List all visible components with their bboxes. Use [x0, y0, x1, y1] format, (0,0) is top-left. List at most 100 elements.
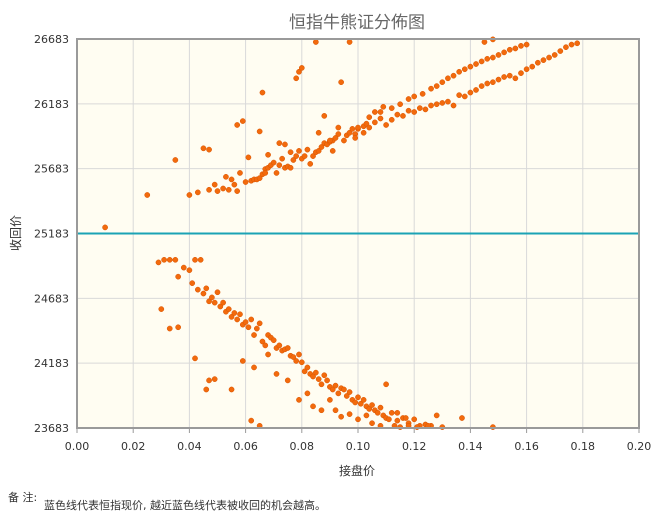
data-point [363, 412, 370, 419]
data-point [529, 63, 536, 70]
x-tick-label: 0.06 [233, 440, 258, 453]
x-tick-label: 0.16 [514, 440, 539, 453]
data-point [473, 87, 479, 93]
data-point [433, 412, 440, 419]
data-point [158, 306, 165, 312]
data-point [248, 316, 255, 323]
data-point [324, 377, 330, 384]
data-point [461, 66, 468, 73]
data-point [349, 126, 356, 132]
data-point [166, 256, 173, 263]
data-point [383, 381, 389, 388]
data-point [310, 373, 316, 380]
data-point [355, 124, 361, 131]
data-point [231, 310, 238, 316]
chart-title: 恒指牛熊证分佈图 [289, 13, 425, 33]
data-point [329, 148, 336, 154]
note-text: 蓝色线代表恒指现价, 越近蓝色线代表被收回的机会越高。 [44, 499, 326, 512]
y-tick-label: 25683 [34, 163, 69, 176]
x-tick-label: 0.14 [458, 440, 483, 453]
data-point [256, 175, 263, 181]
data-point [211, 181, 218, 188]
data-point [251, 332, 257, 338]
data-point [327, 137, 333, 144]
data-point [248, 417, 255, 424]
data-point [225, 306, 232, 312]
data-point [175, 273, 182, 280]
data-point [369, 402, 375, 408]
data-point [388, 116, 395, 123]
data-point [206, 377, 212, 384]
data-point [400, 113, 406, 119]
data-point [332, 407, 339, 414]
data-point [366, 114, 373, 121]
data-point [450, 72, 457, 79]
data-point [360, 397, 367, 403]
data-point [225, 186, 232, 193]
data-point [338, 413, 344, 420]
data-point [256, 320, 263, 327]
data-point [262, 170, 269, 176]
data-point [290, 157, 297, 163]
data-point [501, 49, 507, 56]
data-point [501, 74, 507, 80]
data-point [456, 68, 463, 75]
data-point [203, 386, 210, 393]
data-point [197, 256, 204, 263]
data-point [377, 115, 384, 122]
data-point [220, 185, 226, 192]
data-point [366, 406, 373, 412]
data-point [518, 43, 524, 49]
data-point [293, 75, 300, 82]
data-point [315, 148, 322, 154]
data-points [102, 36, 581, 430]
data-point [563, 44, 569, 51]
data-point [194, 286, 201, 293]
data-point [495, 52, 502, 58]
data-point [402, 415, 409, 421]
data-point [394, 417, 401, 424]
data-point [456, 92, 463, 98]
data-point [296, 148, 302, 154]
data-point [422, 106, 429, 113]
data-point [231, 181, 238, 188]
data-point [433, 83, 440, 89]
data-point [273, 371, 280, 377]
data-point [192, 256, 198, 263]
data-point [363, 120, 370, 127]
data-point [405, 107, 412, 114]
x-tick-label: 0.18 [571, 440, 596, 453]
data-point [155, 259, 162, 266]
data-point [186, 267, 193, 274]
data-point [206, 298, 212, 305]
data-point [377, 404, 384, 411]
note-label: 备 注: [8, 491, 38, 504]
data-point [338, 79, 344, 86]
y-axis-label: 收回价 [9, 215, 23, 251]
data-point [313, 39, 319, 45]
data-point [523, 41, 530, 48]
data-point [239, 358, 246, 364]
data-point [546, 54, 552, 61]
data-point [329, 386, 336, 393]
data-point [355, 394, 361, 401]
data-point [276, 162, 283, 169]
data-point [346, 39, 353, 45]
data-point [166, 325, 173, 332]
data-point [276, 342, 283, 349]
data-point [467, 89, 474, 96]
data-point [296, 351, 302, 358]
data-point [290, 354, 297, 360]
data-point [523, 66, 530, 73]
data-point [175, 324, 182, 331]
data-point [298, 65, 305, 71]
data-point [445, 98, 451, 105]
data-point [315, 129, 322, 136]
data-point [223, 173, 229, 180]
data-point [293, 358, 300, 364]
data-point [512, 75, 519, 82]
data-point [256, 128, 263, 135]
x-tick-label: 0.08 [290, 440, 315, 453]
data-point [439, 100, 446, 106]
data-point [211, 376, 218, 382]
